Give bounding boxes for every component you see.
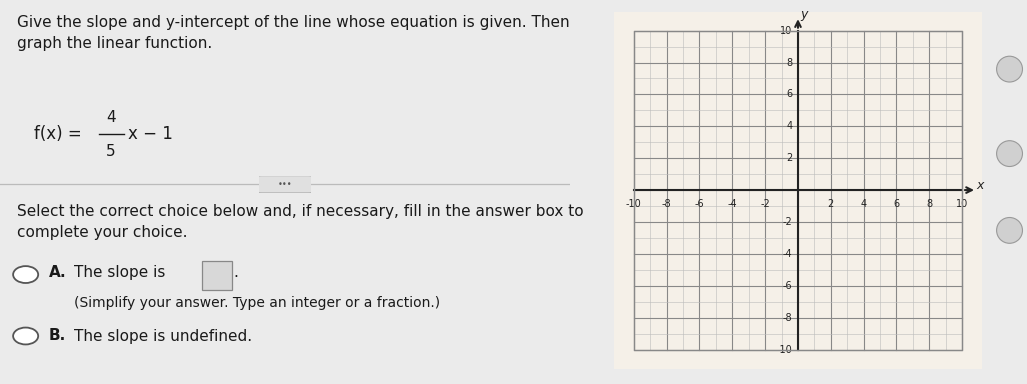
Text: -4: -4 bbox=[783, 249, 792, 259]
Text: -2: -2 bbox=[783, 217, 792, 227]
Bar bbox=[634, 31, 962, 349]
Text: -6: -6 bbox=[694, 199, 705, 209]
Text: .: . bbox=[234, 265, 238, 280]
Text: The slope is: The slope is bbox=[74, 265, 165, 280]
FancyBboxPatch shape bbox=[257, 176, 313, 193]
Text: 2: 2 bbox=[786, 153, 792, 163]
Text: 10: 10 bbox=[779, 26, 792, 36]
Text: 8: 8 bbox=[786, 58, 792, 68]
Text: The slope is undefined.: The slope is undefined. bbox=[74, 328, 253, 344]
Text: -2: -2 bbox=[760, 199, 770, 209]
Text: 6: 6 bbox=[893, 199, 900, 209]
Text: Select the correct choice below and, if necessary, fill in the answer box to
com: Select the correct choice below and, if … bbox=[17, 204, 583, 240]
Text: 4: 4 bbox=[786, 121, 792, 131]
Text: x − 1: x − 1 bbox=[128, 126, 174, 143]
Circle shape bbox=[13, 266, 38, 283]
Text: 2: 2 bbox=[828, 199, 834, 209]
Circle shape bbox=[13, 328, 38, 344]
Text: 6: 6 bbox=[786, 89, 792, 99]
Text: -6: -6 bbox=[783, 281, 792, 291]
Text: A.: A. bbox=[48, 265, 66, 280]
Text: 10: 10 bbox=[956, 199, 968, 209]
Text: y: y bbox=[800, 8, 807, 21]
Text: -10: -10 bbox=[776, 344, 792, 354]
Text: -4: -4 bbox=[727, 199, 737, 209]
Text: 4: 4 bbox=[861, 199, 867, 209]
Text: x: x bbox=[977, 179, 984, 192]
Text: Give the slope and y-intercept of the line whose equation is given. Then
graph t: Give the slope and y-intercept of the li… bbox=[17, 15, 570, 51]
Text: (Simplify your answer. Type an integer or a fraction.): (Simplify your answer. Type an integer o… bbox=[74, 296, 441, 310]
FancyBboxPatch shape bbox=[202, 261, 232, 290]
Text: B.: B. bbox=[48, 328, 66, 344]
Text: f(x) =: f(x) = bbox=[34, 126, 87, 143]
Text: -8: -8 bbox=[661, 199, 672, 209]
Text: -8: -8 bbox=[783, 313, 792, 323]
Circle shape bbox=[996, 217, 1023, 243]
Circle shape bbox=[996, 56, 1023, 82]
Circle shape bbox=[996, 141, 1023, 167]
Text: -10: -10 bbox=[626, 199, 642, 209]
Text: 4: 4 bbox=[107, 109, 116, 125]
Text: •••: ••• bbox=[277, 180, 293, 189]
Text: 5: 5 bbox=[107, 144, 116, 159]
Text: 8: 8 bbox=[926, 199, 933, 209]
